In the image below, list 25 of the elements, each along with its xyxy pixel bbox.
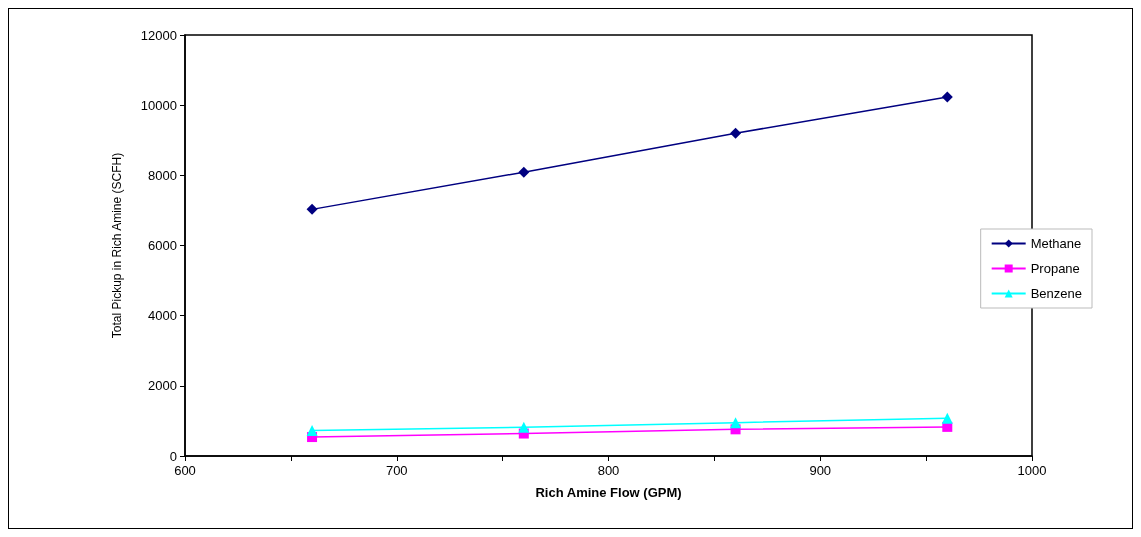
y-tick-label: 0	[169, 448, 177, 464]
point	[518, 166, 530, 178]
y-tick-label: 12000	[140, 27, 177, 43]
point	[941, 91, 953, 103]
legend-label: Propane	[1030, 261, 1080, 276]
legend-label: Methane	[1030, 236, 1082, 251]
point	[730, 127, 742, 139]
y-tick-label: 8000	[148, 167, 177, 183]
y-tick-label: 2000	[148, 378, 177, 394]
y-tick-label: 10000	[140, 97, 177, 113]
point	[730, 417, 742, 429]
legend-label: Benzene	[1030, 286, 1083, 301]
point	[306, 424, 318, 436]
y-tick-label: 6000	[148, 238, 177, 253]
x-axis-title: Rich Amine Flow (GPM)	[535, 485, 682, 500]
x-tick-label: 800	[597, 463, 620, 478]
x-tick-label: 1000	[1017, 463, 1047, 478]
y-tick-label: 4000	[148, 308, 177, 324]
x-tick-label: 700	[385, 463, 408, 478]
point	[518, 421, 530, 433]
x-tick-label: 900	[809, 463, 832, 478]
point	[941, 412, 953, 424]
y-axis-title: Total Pickup in Rich Amine (SCFH)	[110, 152, 124, 339]
point	[306, 203, 318, 215]
x-tick-label: 600	[174, 463, 196, 478]
